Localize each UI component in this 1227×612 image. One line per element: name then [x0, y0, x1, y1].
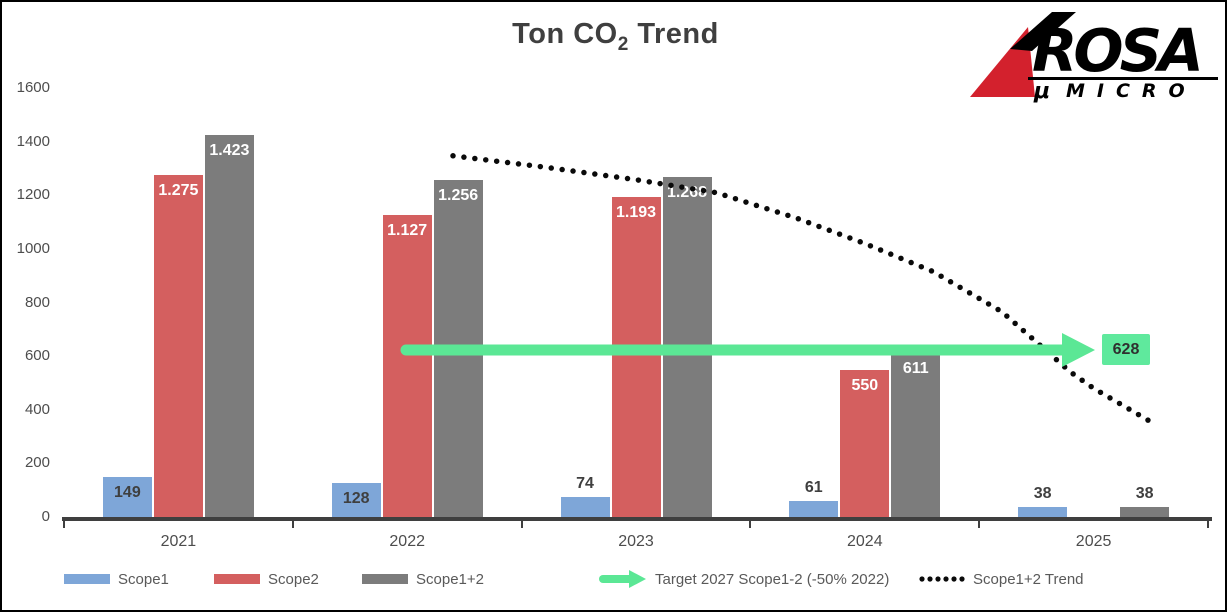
legend-label: Scope1+2 Trend — [973, 570, 1084, 588]
trend-line — [450, 153, 1154, 425]
y-axis-label-400: 400 — [24, 400, 50, 418]
x-axis-tick — [520, 521, 523, 528]
y-axis-label-1200: 1200 — [16, 186, 50, 204]
title-prefix: Ton CO — [512, 18, 618, 50]
bar-label: 1.127 — [387, 221, 428, 239]
logo-black-flag — [1010, 12, 1076, 51]
bar-scope1plus2-2025 — [1120, 506, 1170, 517]
x-axis-label-2022: 2022 — [389, 533, 425, 550]
bar-label: 1.193 — [615, 204, 657, 222]
bar-label: 149 — [114, 484, 141, 502]
bar-scope1-2021 — [102, 477, 152, 517]
y-axis-label-1600: 1600 — [16, 79, 50, 96]
rosa-micro-logo: ROSA μ MICRO — [964, 7, 1220, 104]
bar-scope1-2022 — [331, 482, 381, 517]
legend-item-2: Scope2 — [214, 564, 319, 594]
legend-item-3: Scope1+2 — [362, 564, 484, 594]
y-axis-label-1000: 1000 — [16, 239, 50, 257]
bar-scope1-2023 — [560, 497, 610, 517]
bar-scope1-2024 — [789, 500, 839, 517]
logo-underline — [1028, 77, 1218, 80]
x-axis-tick — [749, 521, 752, 528]
x-axis-line — [62, 517, 1212, 521]
legend-item-4: Target 2027 Scope1-2 (-50% 2022) — [599, 564, 889, 594]
target-value-badge: 628 — [1102, 334, 1150, 365]
chart-title: Ton CO2 Trend — [2, 18, 1225, 55]
logo-brand-text: ROSA — [1032, 16, 1200, 85]
target-arrow-head — [1062, 333, 1095, 367]
title-subscript: 2 — [617, 34, 629, 55]
bar-label: 38 — [1135, 484, 1154, 502]
bar-label: 1.423 — [209, 142, 250, 160]
legend-swatch-icon — [64, 574, 110, 584]
bar-scope1plus2-2021 — [204, 135, 254, 517]
y-axis-label-600: 600 — [24, 347, 50, 365]
legend: Scope1 Scope2 Scope1+2 Target 2027 Scope1-2… — [2, 564, 1225, 598]
x-axis-tick — [1207, 521, 1209, 528]
legend-item-1: Scope1 — [64, 564, 169, 594]
bar-scope2-2021 — [153, 175, 203, 517]
bar-scope1plus2-2023 — [662, 177, 712, 517]
bar-label: 74 — [576, 475, 594, 493]
y-axis-label-200: 200 — [24, 454, 50, 472]
bar-label: 611 — [902, 360, 929, 378]
y-axis-label-800: 800 — [24, 293, 50, 311]
legend-label: Scope2 — [268, 570, 319, 588]
y-axis-label-0: 0 — [41, 508, 50, 525]
bar-scope2-2023 — [611, 197, 661, 517]
bar-label: 1.256 — [438, 187, 479, 205]
bar-scope1-2025 — [1018, 506, 1068, 517]
title-suffix: Trend — [628, 18, 719, 50]
legend-item-5: Scope1+2 Trend — [917, 564, 1084, 594]
bar-scope1plus2-2022 — [433, 180, 483, 517]
x-axis-tick — [63, 521, 65, 528]
bar-label: 128 — [342, 489, 370, 507]
x-axis-label-2021: 2021 — [160, 533, 197, 550]
bar-label: 1.268 — [666, 184, 708, 202]
x-axis-label-2025: 2025 — [1075, 533, 1112, 550]
x-axis-tick — [978, 521, 981, 528]
bar-label: 61 — [804, 478, 823, 496]
x-axis-label-2024: 2024 — [847, 533, 883, 550]
legend-swatch-icon — [362, 574, 408, 584]
legend-label: Scope1 — [118, 570, 169, 588]
logo-graphic: ROSA μ MICRO — [970, 12, 1218, 104]
legend-swatch-icon — [214, 574, 260, 584]
legend-dotted-line-icon — [919, 576, 965, 582]
legend-label: Target 2027 Scope1-2 (-50% 2022) — [655, 570, 890, 588]
x-axis-label-2023: 2023 — [618, 533, 654, 550]
y-axis-label-1400: 1400 — [16, 132, 50, 150]
legend-arrow-icon — [599, 570, 646, 588]
bar-scope2-2022 — [382, 214, 432, 517]
logo-mu: μ — [1033, 79, 1050, 103]
bar-label: 550 — [851, 376, 879, 394]
x-axis-tick — [291, 521, 294, 528]
bar-label: 1.275 — [158, 182, 199, 200]
bar-label: 38 — [1033, 484, 1052, 502]
legend-label: Scope1+2 — [416, 570, 484, 588]
logo-sub-text: MICRO — [1066, 80, 1197, 102]
